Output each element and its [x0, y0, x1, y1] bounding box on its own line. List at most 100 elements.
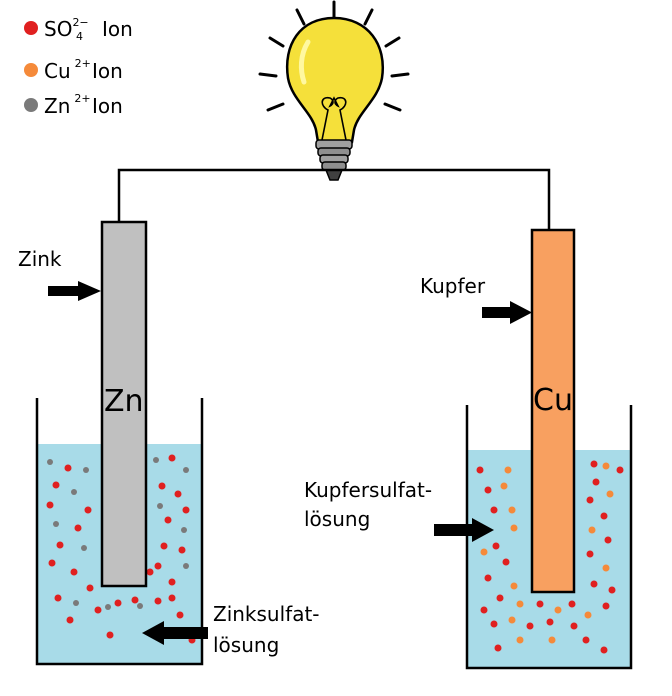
zinc-beaker-sulfate-ion: [74, 524, 82, 532]
zinc-beaker-sulfate-ion: [176, 611, 184, 619]
arrow-right-icon: [482, 301, 532, 324]
kupfer-label: Kupfer: [420, 274, 486, 298]
zinc-beaker-sulfate-ion: [114, 599, 122, 607]
zinc-beaker-sulfate-ion: [84, 506, 92, 514]
zinksulfat-label-group: Zinksulfat- lösung: [142, 602, 320, 657]
zinc-beaker-sulfate-ion: [158, 482, 166, 490]
copper-beaker-copper-ion: [510, 524, 518, 532]
legend-sulfate-formula: SO: [44, 17, 72, 41]
zinc-beaker-zinc-ion: [181, 527, 187, 533]
legend-item-zinc: Zn 2+ Ion: [24, 92, 123, 118]
copper-beaker-sulfate-ion: [616, 466, 624, 474]
zinc-beaker-sulfate-ion: [154, 597, 162, 605]
zinksulfat-label-line1: Zinksulfat-: [213, 602, 320, 626]
zinc-symbol: Zn: [104, 384, 144, 419]
copper-beaker-copper-ion: [508, 506, 516, 514]
zinc-beaker-sulfate-ion: [182, 506, 190, 514]
zink-label: Zink: [18, 247, 62, 271]
copper-beaker-sulfate-ion: [484, 486, 492, 494]
zinc-beaker-sulfate-ion: [131, 596, 139, 604]
zinc-electrode: Zn: [100, 220, 148, 588]
copper-beaker-sulfate-ion: [590, 580, 598, 588]
zinc-beaker-sulfate-ion: [106, 631, 114, 639]
svg-text:Cu2+: Cu 2+: [44, 57, 91, 83]
zinc-beaker-zinc-ion: [73, 600, 79, 606]
copper-beaker-sulfate-ion: [586, 496, 594, 504]
copper-beaker-sulfate-ion: [494, 644, 502, 652]
copper-beaker-copper-ion: [510, 582, 518, 590]
legend-zinc-suffix: Ion: [92, 94, 123, 118]
copper-beaker-sulfate-ion: [502, 558, 510, 566]
zinc-beaker-sulfate-ion: [46, 501, 54, 509]
copper-beaker-copper-ion: [602, 564, 610, 572]
kupfersulfat-label-line2: lösung: [304, 507, 370, 531]
legend-sulfate-suffix: Ion: [102, 17, 133, 41]
zinc-beaker-zinc-ion: [183, 467, 189, 473]
legend-zinc-charge: 2+: [74, 92, 90, 105]
zinc-beaker-zinc-ion: [53, 521, 59, 527]
copper-beaker-sulfate-ion: [602, 602, 610, 610]
copper-ion-dot: [24, 63, 38, 77]
light-rays: [258, 0, 410, 112]
arrow-right-icon: [434, 518, 494, 542]
copper-beaker-sulfate-ion: [592, 478, 600, 486]
connecting-wire: [117, 168, 551, 230]
copper-beaker-sulfate-ion: [590, 460, 598, 468]
copper-beaker-sulfate-ion: [568, 600, 576, 608]
copper-beaker-sulfate-ion: [600, 646, 608, 654]
zinc-beaker-sulfate-ion: [66, 616, 74, 624]
zinc-beaker-sulfate-ion: [174, 490, 182, 498]
zinc-beaker-sulfate-ion: [86, 584, 94, 592]
zinc-beaker-sulfate-ion: [64, 464, 72, 472]
copper-beaker-copper-ion: [480, 548, 488, 556]
light-bulb-icon: [258, 0, 410, 181]
zinc-beaker-zinc-ion: [183, 563, 189, 569]
svg-text:Zn2+: Zn 2+: [44, 92, 91, 118]
zinc-beaker-sulfate-ion: [52, 481, 60, 489]
copper-beaker-walls: [465, 405, 633, 670]
copper-beaker-copper-ion: [602, 462, 610, 470]
zinc-beaker-sulfate-ion: [178, 546, 186, 554]
copper-beaker-sulfate-ion: [490, 620, 498, 628]
copper-beaker-copper-ion: [588, 526, 596, 534]
copper-beaker-copper-ion: [584, 611, 592, 619]
copper-beaker-copper-ion: [516, 636, 524, 644]
copper-beaker-sulfate-ion: [480, 606, 488, 614]
sulfate-ion-dot: [24, 21, 38, 35]
zinc-beaker-sulfate-ion: [70, 568, 78, 576]
zinc-beaker-zinc-ion: [47, 459, 53, 465]
copper-beaker-sulfate-ion: [490, 506, 498, 514]
copper-beaker-sulfate-ion: [496, 594, 504, 602]
copper-beaker-copper-ion: [548, 636, 556, 644]
zinc-beaker-sulfate-ion: [160, 542, 168, 550]
zinc-beaker-sulfate-ion: [164, 516, 172, 524]
svg-text:SO2−: SO2−: [44, 16, 89, 41]
copper-beaker-sulfate-ion: [586, 550, 594, 558]
zinc-beaker-sulfate-ion: [168, 578, 176, 586]
copper-beaker-sulfate-ion: [570, 622, 578, 630]
zink-label-group: Zink: [18, 247, 101, 301]
copper-electrode: Cu: [530, 228, 576, 594]
zinc-beaker-sulfate-ion: [146, 568, 154, 576]
legend-copper-suffix: Ion: [92, 59, 123, 83]
zinc-electrode-bar: [100, 220, 148, 588]
copper-beaker-sulfate-ion: [484, 574, 492, 582]
copper-beaker-sulfate-ion: [546, 618, 554, 626]
legend-item-sulfate: SO2− 4 Ion: [24, 16, 133, 43]
copper-beaker-copper-ion: [508, 616, 516, 624]
legend-zinc-formula: Zn: [44, 94, 70, 118]
zinc-beaker-zinc-ion: [71, 489, 77, 495]
zinc-beaker-sulfate-ion: [154, 562, 162, 570]
copper-beaker-sulfate-ion: [600, 512, 608, 520]
zinc-beaker-sulfate-ion: [168, 594, 176, 602]
zinc-beaker-zinc-ion: [81, 545, 87, 551]
copper-beaker-sulfate-ion: [604, 536, 612, 544]
zinc-beaker-ions: [46, 454, 196, 644]
bulb-filament: [321, 96, 347, 141]
legend: SO2− 4 Ion Cu 2+ Ion Zn 2+ Ion: [24, 16, 133, 118]
copper-beaker-sulfate-ion: [536, 600, 544, 608]
zinc-beaker-walls: [35, 398, 204, 666]
legend-sulfate-charge: 2−: [72, 16, 88, 29]
zinc-beaker-zinc-ion: [153, 457, 159, 463]
